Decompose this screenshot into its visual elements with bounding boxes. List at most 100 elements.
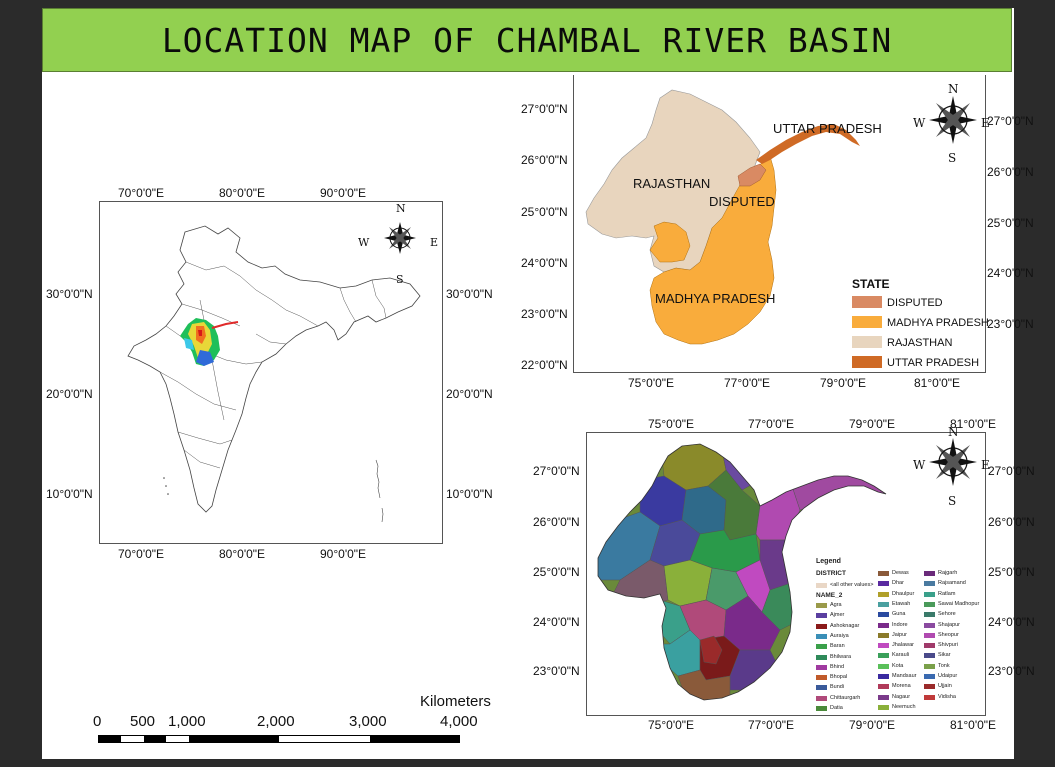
district-legend-swatch <box>924 601 935 607</box>
state-legend-title: STATE <box>852 277 890 291</box>
district-legend-label: Bhopal <box>830 674 848 681</box>
district-lon-bottom-75: 75°0'0"E <box>648 718 695 732</box>
district-legend-label: Vidisha <box>938 693 956 700</box>
district-legend-swatch <box>924 684 935 690</box>
label-madhya-pradesh: MADHYA PRADESH <box>655 291 776 306</box>
district-legend-label: Ratlam <box>938 590 956 597</box>
district-legend-swatch <box>816 706 827 711</box>
district-lat-right-25: 25°0'0"N <box>988 565 1035 579</box>
district-lat-right-23: 23°0'0"N <box>988 664 1035 678</box>
title-banner: LOCATION MAP OF CHAMBAL RIVER BASIN <box>42 8 1012 72</box>
scale-tick-1000: 1,000 <box>168 713 206 730</box>
district-legend-swatch <box>924 674 935 679</box>
district-legend-label: Dhaulpur <box>892 590 915 597</box>
district-legend-swatch <box>878 601 889 607</box>
district-legend-title: Legend <box>816 558 841 565</box>
scale-tick-500: 500 <box>130 713 156 730</box>
india-lon-top-70: 70°0'0"E <box>118 186 165 200</box>
district-compass-e: E <box>981 458 990 472</box>
district-legend-label: Datia <box>830 705 843 711</box>
district-legend-swatch <box>924 622 935 628</box>
district-legend-swatch <box>816 654 827 660</box>
district-legend-label: Ashoknagar <box>830 622 860 629</box>
india-lat-right-30: 30°0'0"N <box>446 287 493 301</box>
district-legend-label: Ujjain <box>938 683 952 690</box>
india-compass-s: S <box>396 273 404 286</box>
district-legend-label: Rajgarh <box>938 570 958 576</box>
district-legend-swatch <box>816 644 827 650</box>
district-legend-swatch <box>816 675 827 681</box>
district-legend-swatch <box>924 581 935 587</box>
district-legend-swatch <box>878 643 889 649</box>
district-legend-swatch <box>878 612 889 618</box>
state-legend-swatch-rajasthan <box>852 336 882 348</box>
state-lat-right-24: 24°0'0"N <box>987 266 1034 280</box>
label-uttar-pradesh: UTTAR PRADESH <box>773 121 882 136</box>
state-legend-label-rajasthan: RAJASTHAN <box>887 337 953 349</box>
india-lat-right-10: 10°0'0"N <box>446 487 493 501</box>
scale-tick-2000: 2,000 <box>257 713 295 730</box>
district-lat-right-26: 26°0'0"N <box>988 515 1035 529</box>
district-legend-other-values: <all other values> <box>830 582 874 588</box>
district-lat-right-24: 24°0'0"N <box>988 615 1035 629</box>
district-legend-swatch <box>816 623 827 629</box>
district-legend-label: Ajmer <box>830 612 845 619</box>
district-legend-label: Auraiya <box>830 632 849 639</box>
india-lon-top-80: 80°0'0"E <box>219 186 266 200</box>
district-legend-label: Tonk <box>938 662 950 669</box>
district-legend-label: Morena <box>892 683 911 690</box>
state-legend-label-mp: MADHYA PRADESH <box>887 317 989 329</box>
district-legend-label: Etawah <box>892 600 911 607</box>
district-lon-top-81: 81°0'0"E <box>950 417 997 431</box>
district-compass-w: W <box>913 458 926 472</box>
state-lon-79: 79°0'0"E <box>820 376 867 390</box>
district-legend-label: Agra <box>830 602 842 608</box>
district-lon-top-77: 77°0'0"E <box>748 417 795 431</box>
district-legend-label: Sehore <box>938 611 956 618</box>
district-lon-top-75: 75°0'0"E <box>648 417 695 431</box>
district-legend-subfield: NAME_2 <box>816 592 843 599</box>
state-lat-left-25: 25°0'0"N <box>521 205 568 219</box>
india-lon-bottom-70: 70°0'0"E <box>118 547 165 561</box>
india-lat-left-20: 20°0'0"N <box>46 387 93 401</box>
district-legend-swatch <box>924 643 935 649</box>
india-lat-right-20: 20°0'0"N <box>446 387 493 401</box>
state-lat-left-24: 24°0'0"N <box>521 256 568 270</box>
district-legend-label: Bhind <box>830 663 845 670</box>
district-legend-label: Jhalawar <box>892 642 915 649</box>
district-legend-label: Shivpuri <box>938 642 958 649</box>
district-legend-label: Jaipur <box>892 631 907 638</box>
label-rajasthan: RAJASTHAN <box>633 176 711 191</box>
district-lat-left-26: 26°0'0"N <box>533 515 580 529</box>
scale-tick-0: 0 <box>93 713 102 730</box>
state-lat-right-27: 27°0'0"N <box>987 114 1034 128</box>
district-legend-swatch <box>924 612 935 618</box>
india-lon-bottom-80: 80°0'0"E <box>219 547 266 561</box>
district-legend-label: Dhar <box>892 580 904 587</box>
map-title: LOCATION MAP OF CHAMBAL RIVER BASIN <box>161 20 893 60</box>
state-compass-n: N <box>948 82 959 96</box>
district-legend-label: Nagaur <box>892 693 911 700</box>
district-legend-swatch <box>816 613 827 619</box>
district-legend-swatch <box>924 663 935 669</box>
district-legend-swatch <box>878 674 889 679</box>
district-legend-swatch <box>924 694 935 700</box>
district-legend-label: Rajsamand <box>938 580 966 587</box>
district-legend-label: Chittaurgarh <box>830 694 861 701</box>
district-legend-label: Dewas <box>892 570 909 576</box>
district-lon-bottom-81: 81°0'0"E <box>950 718 997 732</box>
state-lon-75: 75°0'0"E <box>628 376 675 390</box>
district-legend-swatch <box>878 684 889 690</box>
scale-tick-3000: 3,000 <box>349 713 387 730</box>
state-compass-e: E <box>981 116 990 130</box>
state-lat-right-26: 26°0'0"N <box>987 165 1034 179</box>
district-legend-swatch <box>816 603 827 608</box>
india-lon-top-90: 90°0'0"E <box>320 186 367 200</box>
district-legend-label: Bhilwara <box>830 653 852 660</box>
district-lon-bottom-79: 79°0'0"E <box>849 718 896 732</box>
district-legend-label: Guna <box>892 611 906 618</box>
state-lat-left-22: 22°0'0"N <box>521 358 568 372</box>
state-lon-81: 81°0'0"E <box>914 376 961 390</box>
district-legend-swatch <box>816 633 827 639</box>
state-legend-swatch-mp <box>852 316 882 328</box>
